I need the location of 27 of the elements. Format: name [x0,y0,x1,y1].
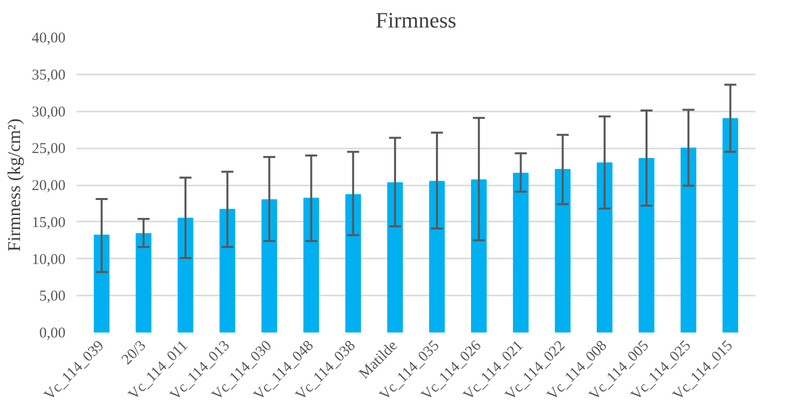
bar [261,199,278,332]
y-tick-label: 15,00 [32,214,66,231]
y-tick-label: 0,00 [39,326,66,342]
y-tick-label: 30,00 [32,104,66,120]
bar [94,234,110,332]
bar [178,218,194,332]
y-tick-label: 10,00 [32,252,66,268]
bar [680,148,696,332]
chart-title: Firmness [376,8,456,32]
y-tick-label: 5,00 [39,288,66,305]
y-tick-label: 25,00 [32,141,66,158]
bar [303,198,320,332]
bar [638,158,654,332]
y-tick-label: 20,00 [32,178,66,194]
bar [136,233,152,332]
bar [596,162,612,332]
bar [554,169,571,332]
bar [722,118,738,332]
bar [471,179,487,332]
bar [220,208,236,332]
bar [429,180,445,332]
bar [387,182,403,332]
y-tick-label: 35,00 [32,67,66,84]
y-tick-label: 40,00 [32,30,66,46]
bar [345,194,361,332]
bar [512,172,529,332]
y-axis-title: Firmness (kg/cm²) [4,118,24,252]
